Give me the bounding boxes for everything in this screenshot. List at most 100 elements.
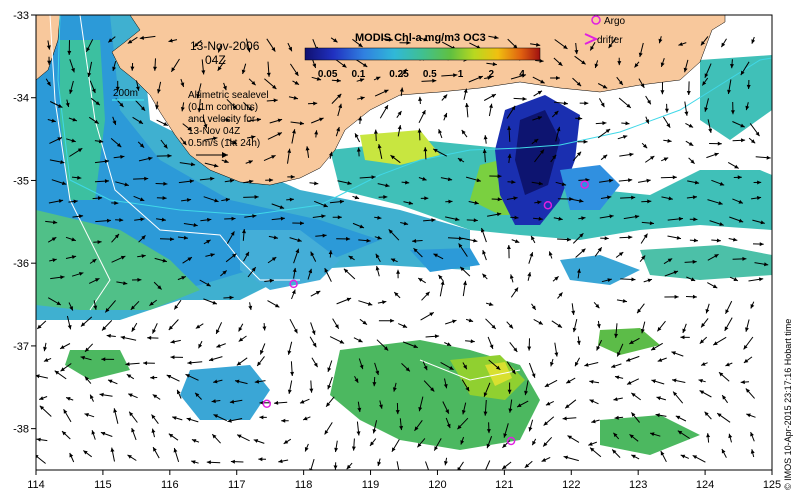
argo-float-marker[interactable] <box>289 279 298 289</box>
velocity-arrowhead <box>193 223 198 227</box>
argo-float-marker[interactable] <box>262 399 272 409</box>
velocity-arrowhead <box>216 329 220 334</box>
credit-text: © IMOS 10-Apr-2015 23:17:16 Hobart time <box>783 319 793 490</box>
velocity-arrowhead <box>46 81 51 86</box>
velocity-arrowhead <box>434 334 440 339</box>
velocity-arrowhead <box>273 98 278 103</box>
velocity-arrows <box>36 35 771 470</box>
x-tick-label: 114 <box>27 479 45 491</box>
x-tick-label: 116 <box>161 479 179 491</box>
velocity-arrowhead <box>211 399 216 404</box>
velocity-arrowhead <box>359 364 364 370</box>
velocity-arrowhead <box>399 425 404 431</box>
velocity-arrowhead <box>120 155 125 159</box>
argo-float-marker[interactable] <box>580 180 589 189</box>
velocity-arrowhead <box>629 434 634 439</box>
argo-float-marker[interactable] <box>543 201 553 210</box>
velocity-arrowhead <box>651 379 656 384</box>
velocity-arrowhead <box>277 132 282 137</box>
velocity-arrowhead <box>257 361 262 366</box>
velocity-arrowhead <box>474 200 479 205</box>
velocity-arrowhead <box>327 384 332 390</box>
velocity-arrowhead <box>457 158 463 162</box>
velocity-arrowhead <box>392 387 397 392</box>
velocity-arrowhead <box>106 218 111 223</box>
velocity-arrowhead <box>182 140 187 146</box>
velocity-arrowhead <box>507 389 512 394</box>
velocity-arrowhead <box>95 278 100 282</box>
velocity-arrowhead <box>497 174 502 179</box>
velocity-arrowhead <box>664 108 669 113</box>
velocity-arrowhead <box>372 429 377 434</box>
velocity-arrowhead <box>377 235 382 240</box>
velocity-arrowhead <box>737 175 742 180</box>
velocity-arrowhead <box>657 358 663 362</box>
velocity-arrowhead <box>545 401 551 406</box>
velocity-arrowhead <box>704 411 709 416</box>
velocity-arrowhead <box>338 103 343 109</box>
velocity-arrowhead <box>741 138 746 143</box>
velocity-arrowhead <box>191 439 197 443</box>
velocity-arrowhead <box>693 217 698 222</box>
velocity-arrowhead <box>157 89 161 94</box>
argo-float-marker[interactable] <box>506 436 516 446</box>
velocity-arrowhead <box>544 383 550 387</box>
velocity-arrowhead <box>678 216 683 221</box>
velocity-arrowhead <box>611 364 616 368</box>
argo-legend-icon <box>591 15 601 25</box>
velocity-arrowhead <box>254 379 260 384</box>
velocity-arrowhead <box>116 143 122 148</box>
velocity-arrowhead <box>168 325 173 330</box>
velocity-arrowhead <box>93 305 98 310</box>
velocity-arrowhead <box>609 214 614 219</box>
velocity-arrowhead <box>300 399 305 404</box>
velocity-arrowhead <box>576 81 582 87</box>
velocity-arrowhead <box>328 151 333 157</box>
velocity-arrowhead <box>373 129 378 134</box>
velocity-arrowhead <box>524 390 528 396</box>
velocity-arrowhead <box>185 374 190 378</box>
velocity-arrowhead <box>643 233 648 239</box>
velocity-arrowhead <box>506 245 511 249</box>
velocity-arrowhead <box>163 181 168 186</box>
velocity-arrowhead <box>339 199 344 204</box>
velocity-arrowhead <box>631 195 636 200</box>
velocity-arrowhead <box>750 304 755 309</box>
velocity-arrowhead <box>91 88 96 93</box>
velocity-arrowhead <box>468 318 474 323</box>
velocity-arrowhead <box>446 423 451 429</box>
velocity-arrow <box>396 461 400 470</box>
velocity-arrowhead <box>578 116 583 121</box>
velocity-arrowhead <box>571 310 576 315</box>
velocity-arrowhead <box>39 405 45 410</box>
argo-floats <box>262 180 589 446</box>
velocity-arrowhead <box>733 277 738 281</box>
velocity-arrowhead <box>80 355 85 360</box>
velocity-arrowhead <box>738 199 743 204</box>
velocity-arrowhead <box>217 66 222 71</box>
velocity-arrowhead <box>423 365 428 371</box>
plot-frame <box>35 14 773 471</box>
velocity-arrowhead <box>311 330 316 335</box>
velocity-arrowhead <box>460 440 465 445</box>
velocity-arrowhead <box>508 408 513 413</box>
velocity-arrowhead <box>671 351 676 356</box>
velocity-arrowhead <box>235 379 240 384</box>
velocity-arrowhead <box>71 255 77 259</box>
velocity-arrowhead <box>514 215 519 220</box>
velocity-arrowhead <box>507 153 512 158</box>
velocity-arrowhead <box>232 140 237 145</box>
velocity-arrowhead <box>541 458 547 462</box>
velocity-arrowhead <box>343 268 349 273</box>
velocity-arrowhead <box>483 392 488 397</box>
velocity-arrowhead <box>660 451 665 456</box>
velocity-arrowhead <box>354 195 360 200</box>
velocity-arrowhead <box>684 111 689 116</box>
velocity-arrowhead <box>57 104 63 108</box>
velocity-arrowhead <box>87 72 92 77</box>
sealevel-line-2: (0.1m contours) <box>188 102 258 113</box>
velocity-arrowhead <box>65 102 70 107</box>
velocity-arrowhead <box>108 379 113 384</box>
velocity-arrowhead <box>69 306 73 311</box>
velocity-arrowhead <box>412 239 417 243</box>
